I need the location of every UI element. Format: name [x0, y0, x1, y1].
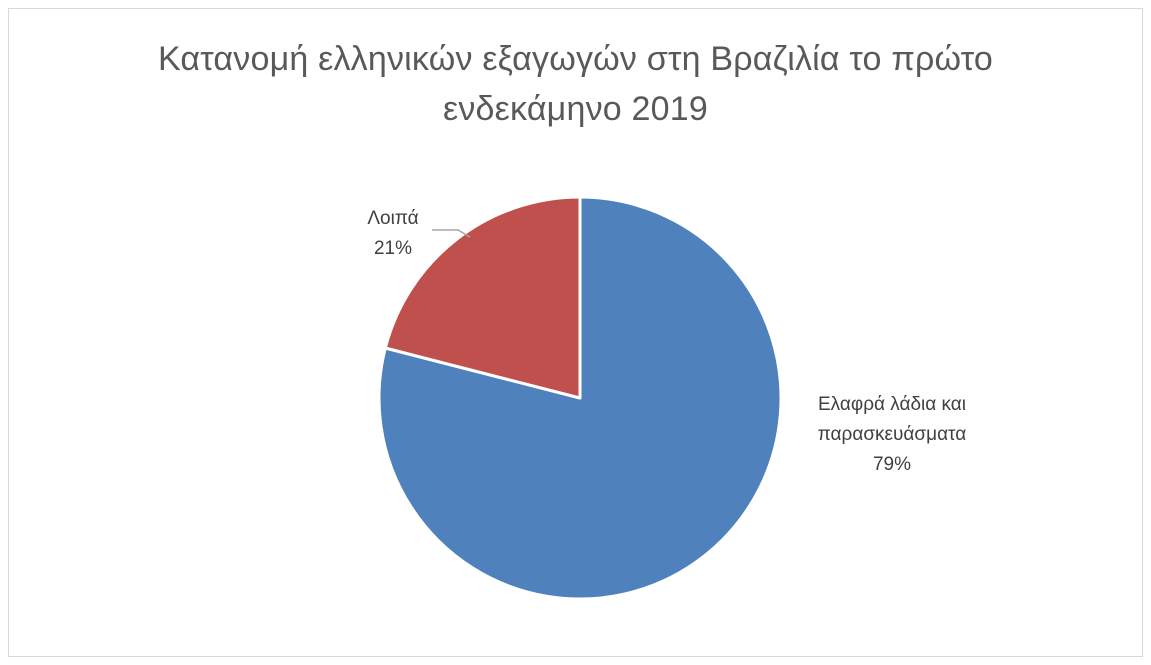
data-label-category: Λοιπά: [367, 208, 418, 229]
data-label-percent: 79%: [873, 454, 911, 475]
data-label-category: παρασκευάσματα: [818, 424, 967, 445]
chart-title-line-1: Κατανομή ελληνικών εξαγωγών στη Βραζιλία…: [157, 40, 994, 78]
data-label-category: Ελαφρά λάδια και: [818, 394, 966, 415]
data-label-2: Λοιπά 21%: [367, 208, 418, 259]
leader-line-2: [432, 229, 471, 238]
data-label-percent: 21%: [374, 238, 412, 259]
pie-slice-2: [383, 195, 582, 400]
pie-slices: [377, 195, 783, 601]
data-label-1: Ελαφρά λάδια και παρασκευάσματα 79%: [818, 394, 967, 475]
chart-title: Κατανομή ελληνικών εξαγωγών στη Βραζιλία…: [0, 34, 1151, 134]
chart-title-line-2: ενδεκάμηνο 2019: [443, 90, 708, 128]
slice-labels: Ελαφρά λάδια και παρασκευάσματα 79% Λοιπά 21…: [367, 208, 966, 475]
leader-lines: [432, 229, 471, 238]
